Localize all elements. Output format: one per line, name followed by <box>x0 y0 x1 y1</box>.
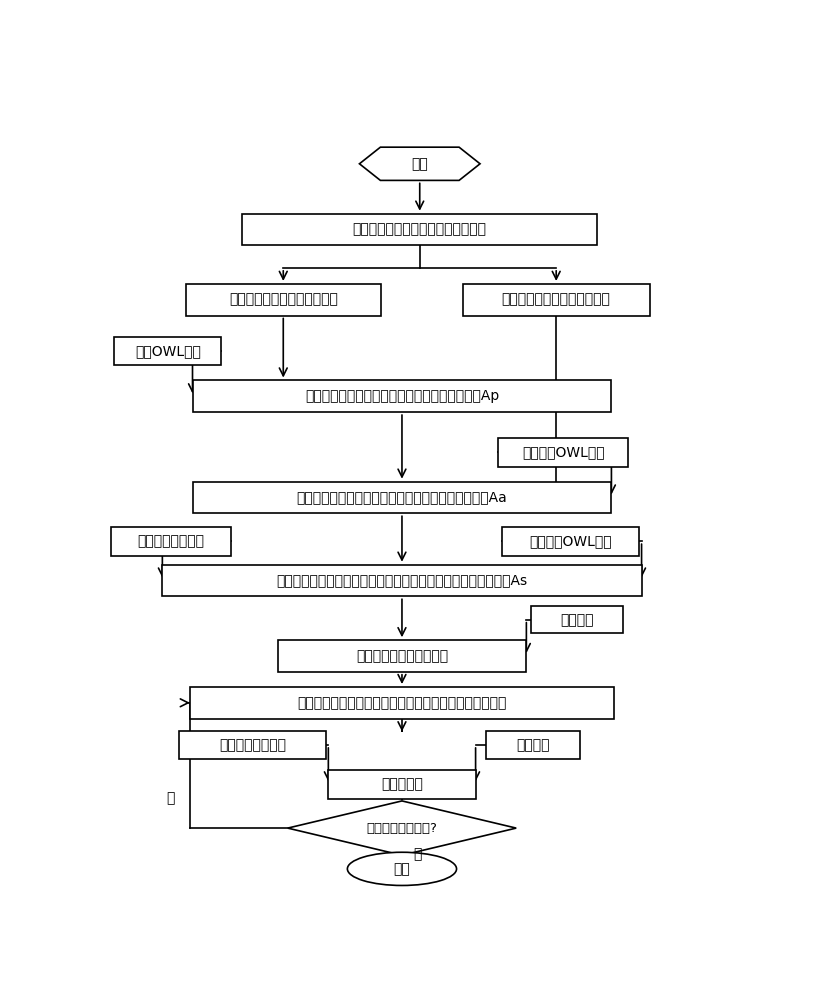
Bar <box>192 380 612 412</box>
Text: 结束: 结束 <box>394 862 410 876</box>
Bar <box>531 606 623 633</box>
Bar <box>111 527 231 556</box>
Bar <box>499 438 628 466</box>
Text: 产品装配功能需求: 产品装配功能需求 <box>219 738 287 752</box>
Bar <box>278 640 527 672</box>
Bar <box>179 731 327 759</box>
Text: 公差优化值: 公差优化值 <box>381 777 423 791</box>
Bar <box>162 565 641 596</box>
Text: 装配体的拓扑结构: 装配体的拓扑结构 <box>138 534 205 548</box>
Bar <box>192 482 612 513</box>
Polygon shape <box>360 147 480 180</box>
Text: 否: 否 <box>167 791 175 805</box>
Text: 零件OWL断言: 零件OWL断言 <box>135 344 201 358</box>
Bar <box>115 337 221 365</box>
Ellipse shape <box>347 852 456 885</box>
Bar <box>486 731 580 759</box>
Bar <box>242 214 598 245</box>
Text: 提取特征表面之间的约束关系: 提取特征表面之间的约束关系 <box>502 293 611 307</box>
Text: 提取零件之间的装配约束关系: 提取零件之间的装配约束关系 <box>229 293 337 307</box>
Text: 构建产品三维装配模型并对其解装配: 构建产品三维装配模型并对其解装配 <box>353 222 486 236</box>
Bar <box>186 284 381 316</box>
Bar <box>463 284 649 316</box>
Text: 是: 是 <box>414 847 422 861</box>
Bar <box>502 527 640 556</box>
Bar <box>328 770 476 799</box>
Text: 是否满足装配要求?: 是否满足装配要求? <box>367 822 437 835</box>
Bar <box>190 687 614 719</box>
Text: 开始: 开始 <box>411 157 428 171</box>
Text: 构建表示装配特征表面的几何要素之间的空间关系的断言公理集As: 构建表示装配特征表面的几何要素之间的空间关系的断言公理集As <box>276 573 527 587</box>
Text: 公差类型、成本公差函数、公差旋量参数和可选的公差值: 公差类型、成本公差函数、公差旋量参数和可选的公差值 <box>297 696 507 710</box>
Text: 特征表面OWL断言: 特征表面OWL断言 <box>522 445 604 459</box>
Text: 装配公差综合知识库系统: 装配公差综合知识库系统 <box>356 649 448 663</box>
Text: 构建表示零件之间的装配约束关系的断言公理集Ap: 构建表示零件之间的装配约束关系的断言公理集Ap <box>305 389 499 403</box>
Text: 构建表示装配特征表面之间的约束关系的断言公理集Aa: 构建表示装配特征表面之间的约束关系的断言公理集Aa <box>296 490 507 504</box>
Text: 空间关系OWL断言: 空间关系OWL断言 <box>530 534 612 548</box>
Polygon shape <box>287 801 516 855</box>
Text: 推理规则: 推理规则 <box>560 613 594 627</box>
Text: 遗传算法: 遗传算法 <box>516 738 550 752</box>
